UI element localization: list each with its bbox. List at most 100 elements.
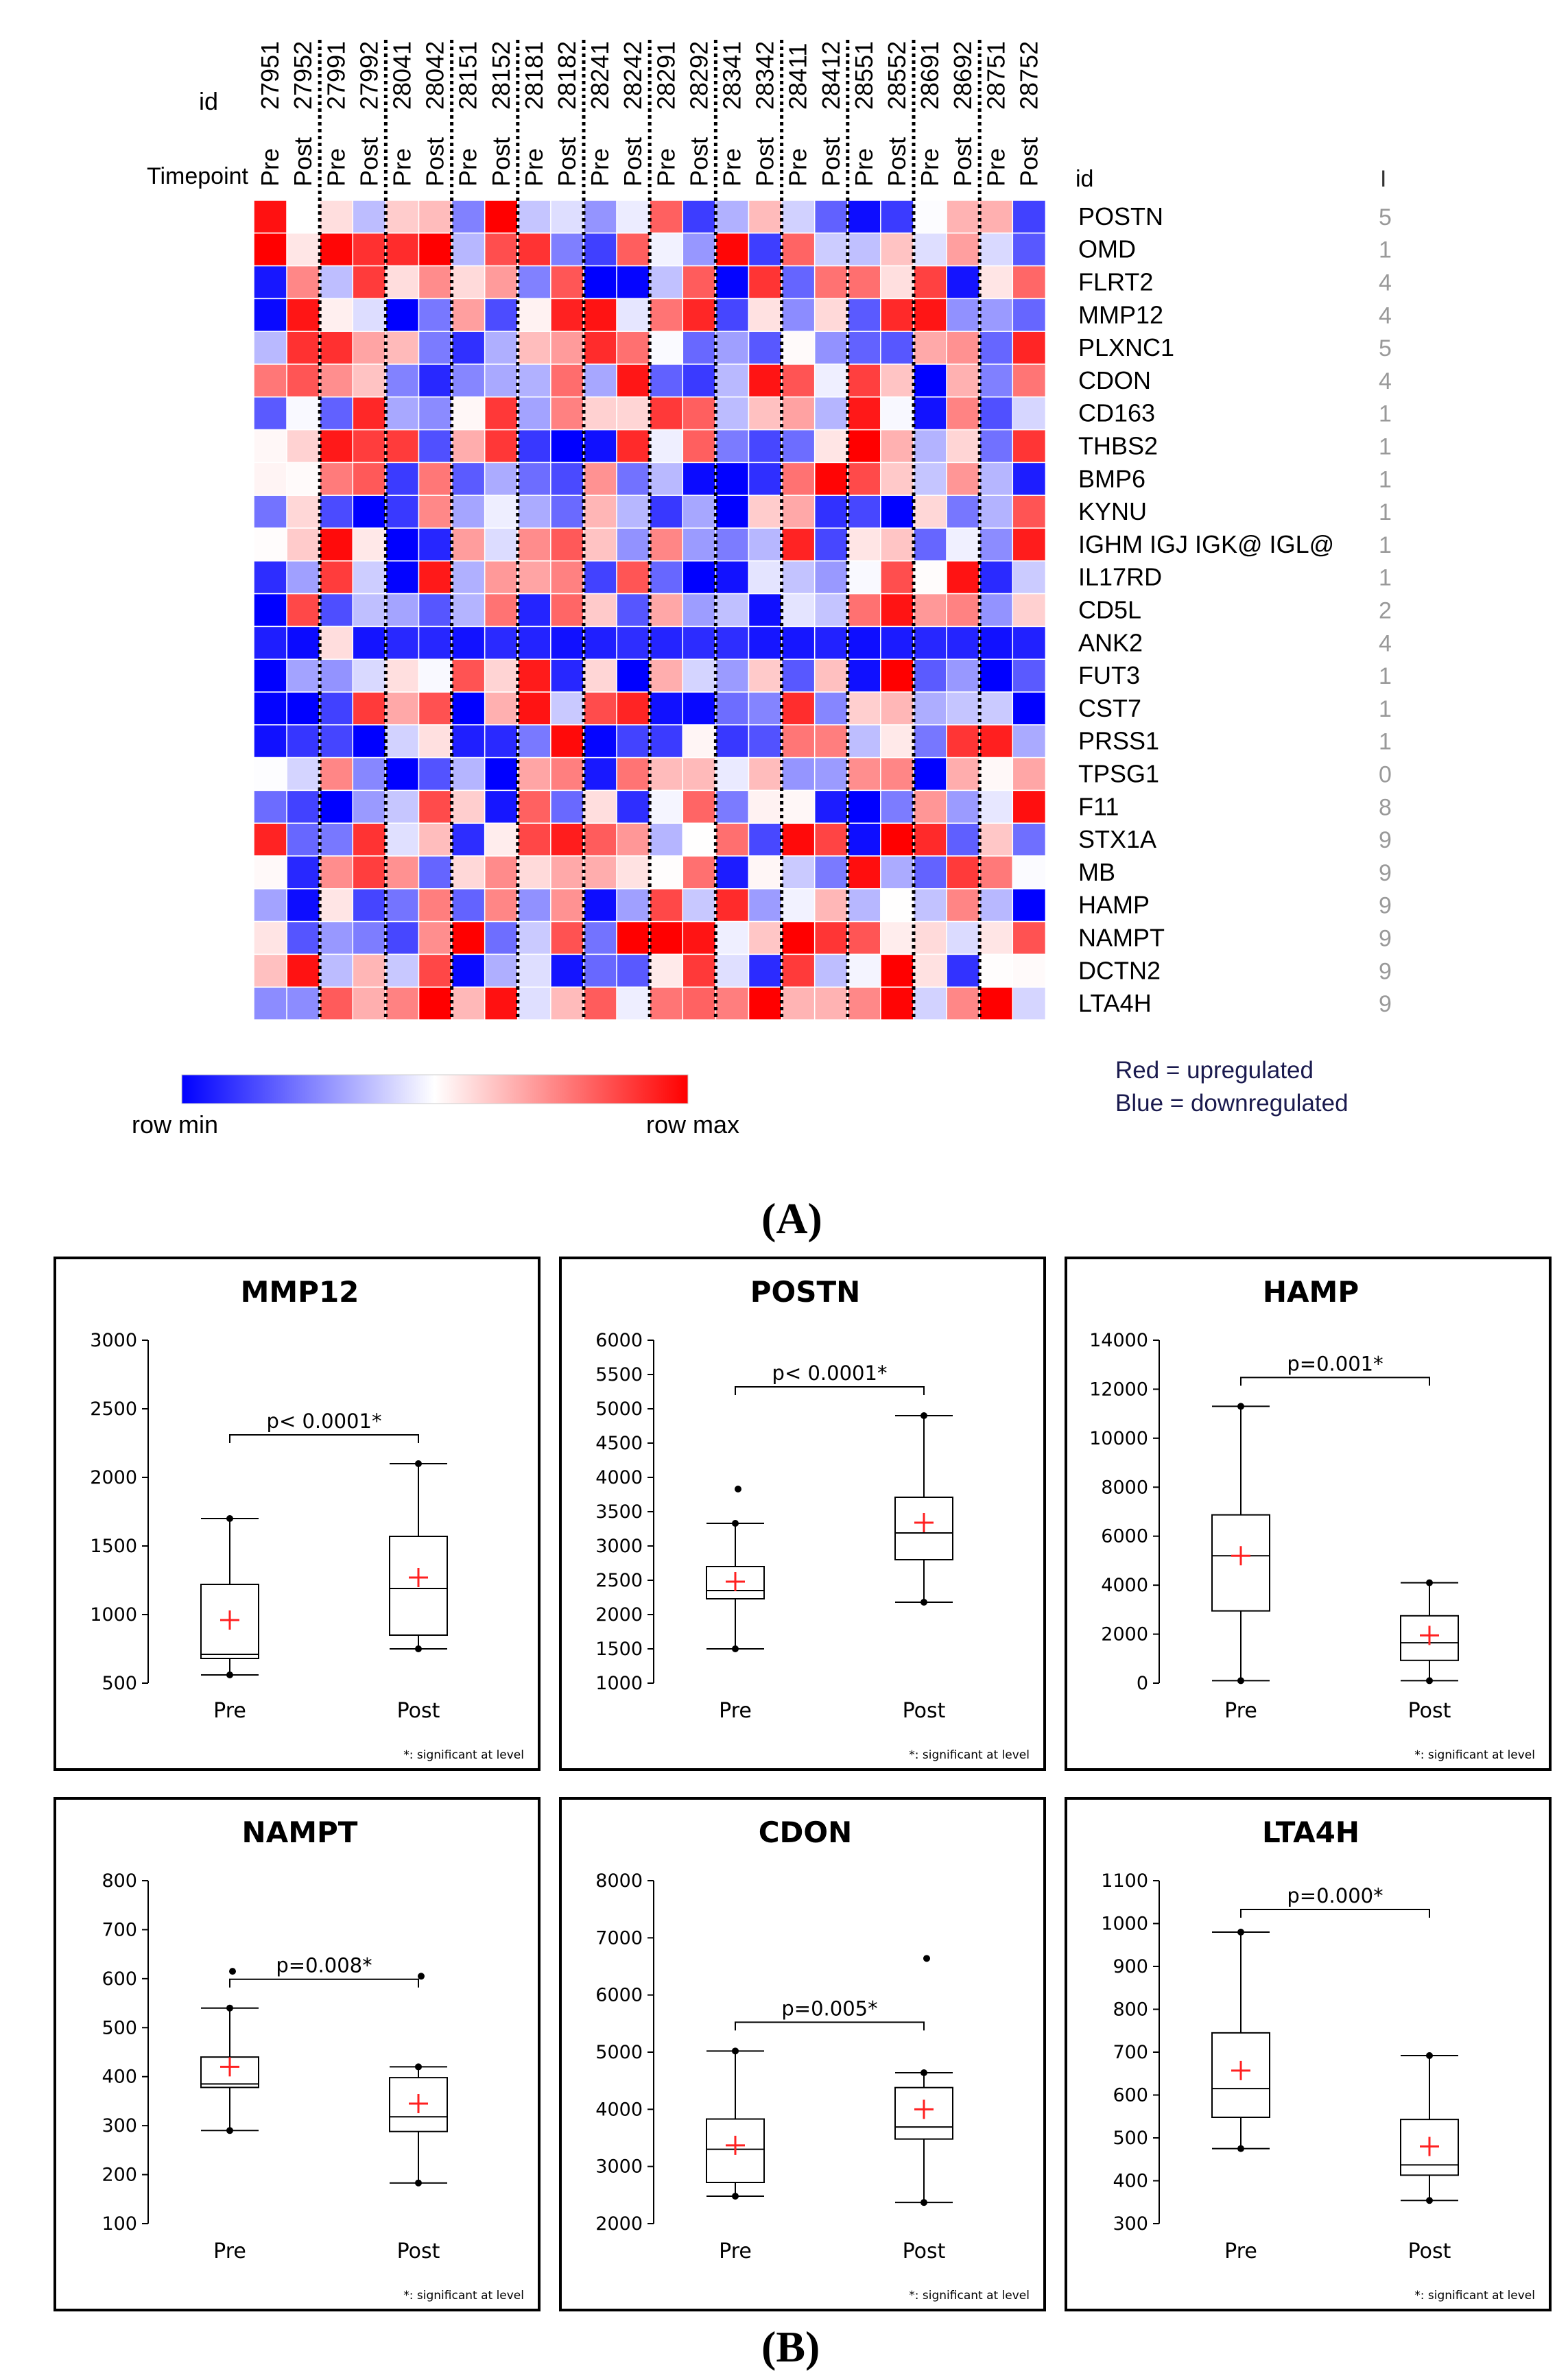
heatmap-cell — [946, 822, 980, 857]
heatmap-cell — [847, 658, 881, 693]
timepoint-label: Pre — [652, 148, 680, 187]
heatmap-cell — [484, 495, 519, 529]
heatmap-cell — [649, 920, 684, 955]
heatmap-cell — [781, 495, 816, 529]
heatmap-cell — [1012, 298, 1047, 332]
heatmap-cell — [748, 953, 783, 988]
timepoint-label: Pre — [520, 148, 548, 187]
box-pre — [200, 1968, 259, 2134]
heatmap-cell — [847, 626, 881, 660]
heatmap-cell — [451, 626, 486, 660]
significance-label: p< 0.0001* — [267, 1409, 382, 1433]
y-tick-label: 600 — [102, 1968, 137, 1990]
chart-title: HAMP — [1263, 1275, 1359, 1309]
significance-footnote: *: significant at level — [1414, 1748, 1535, 1762]
heatmap-cell — [813, 593, 848, 628]
heatmap-cell — [253, 953, 287, 988]
heatmap-cell — [517, 920, 551, 955]
heatmap-cell — [484, 953, 519, 988]
heatmap-cell — [517, 364, 551, 398]
x-category-label: Post — [903, 2239, 946, 2263]
heatmap-cell — [813, 658, 848, 693]
heatmap-cell — [913, 429, 947, 464]
timepoint-label: Pre — [784, 148, 812, 187]
heatmap-cell — [946, 560, 980, 595]
sample-id-label: 28042 — [421, 41, 449, 110]
heatmap-cell — [286, 200, 320, 234]
heatmap-cell — [1012, 265, 1047, 300]
heatmap-cell — [781, 200, 816, 234]
gene-label: CD5L — [1078, 596, 1141, 624]
heatmap-cell — [946, 953, 980, 988]
heatmap-cell — [682, 364, 717, 398]
y-tick-label: 700 — [1113, 2042, 1148, 2063]
heatmap-cell — [1012, 724, 1047, 759]
x-category-label: Post — [1408, 2239, 1451, 2263]
heatmap-cell — [946, 265, 980, 300]
gene-column-header: id — [1076, 166, 1093, 192]
heatmap-cell — [847, 364, 881, 398]
heatmap-cell — [484, 757, 519, 792]
heatmap-cell — [550, 757, 584, 792]
heatmap-cell — [1012, 233, 1047, 267]
heatmap-cell — [253, 986, 287, 1021]
color-scale-bar — [181, 1074, 689, 1104]
heatmap-cell — [913, 724, 947, 759]
heatmap-cell — [418, 364, 453, 398]
heatmap-cell — [253, 691, 287, 726]
y-tick-label: 6000 — [1101, 1526, 1148, 1547]
gene-label: NAMPT — [1078, 924, 1165, 952]
heatmap-cell — [781, 658, 816, 693]
heatmap-cell — [550, 331, 584, 365]
sample-id-label: 28242 — [619, 41, 647, 110]
sample-id-label: 28241 — [586, 41, 614, 110]
heatmap-cell — [813, 888, 848, 923]
heatmap-cell — [715, 691, 750, 726]
heatmap-cell — [319, 396, 354, 431]
heatmap-cell — [319, 560, 354, 595]
timepoint-label: Pre — [850, 148, 878, 187]
timepoint-label: Post — [619, 137, 647, 187]
legend-note-red: Red = upregulated — [1115, 1057, 1314, 1084]
heatmap-cell — [979, 757, 1014, 792]
heatmap-cell — [979, 593, 1014, 628]
heatmap-cell — [484, 364, 519, 398]
heatmap-cell — [484, 855, 519, 890]
heatmap-cell — [979, 888, 1014, 923]
heatmap-cell — [813, 429, 848, 464]
timepoint-label: Pre — [256, 148, 284, 187]
heatmap-cell — [748, 364, 783, 398]
heatmap-cell — [616, 986, 650, 1021]
heatmap-cell — [913, 331, 947, 365]
heatmap-cell — [451, 298, 486, 332]
heatmap-cell — [418, 789, 453, 824]
heatmap-cell — [517, 298, 551, 332]
heatmap-cell — [616, 331, 650, 365]
heatmap-cell — [319, 789, 354, 824]
heatmap-cell — [418, 953, 453, 988]
heatmap-cell — [286, 757, 320, 792]
heatmap-cell — [550, 920, 584, 955]
heatmap-cell — [748, 233, 783, 267]
heatmap-cell — [616, 789, 650, 824]
legend-min-label: row min — [132, 1110, 218, 1139]
heatmap-cell — [352, 691, 387, 726]
heatmap-cell — [649, 986, 684, 1021]
x-category-label: Pre — [1224, 2239, 1257, 2263]
heatmap-cell — [319, 265, 354, 300]
sample-id-label: 27951 — [256, 41, 284, 110]
box-post — [1400, 2052, 1459, 2204]
boxplot-panel-postn: POSTN 1000 1500 2000 2500 3000 3500 4000 4500 500… — [559, 1257, 1046, 1771]
timepoint-label: Post — [817, 137, 845, 187]
min-point — [226, 2127, 233, 2134]
heatmap-cell — [1012, 200, 1047, 234]
heatmap-cell — [847, 396, 881, 431]
heatmap-cell — [748, 920, 783, 955]
y-tick-label: 2000 — [595, 1604, 643, 1626]
outlier-point — [229, 1968, 236, 1975]
heatmap-cell — [385, 298, 420, 332]
heatmap-cell — [913, 920, 947, 955]
heatmap-cell — [550, 626, 584, 660]
heatmap-cell — [682, 200, 717, 234]
y-tick-label: 300 — [102, 2115, 137, 2137]
